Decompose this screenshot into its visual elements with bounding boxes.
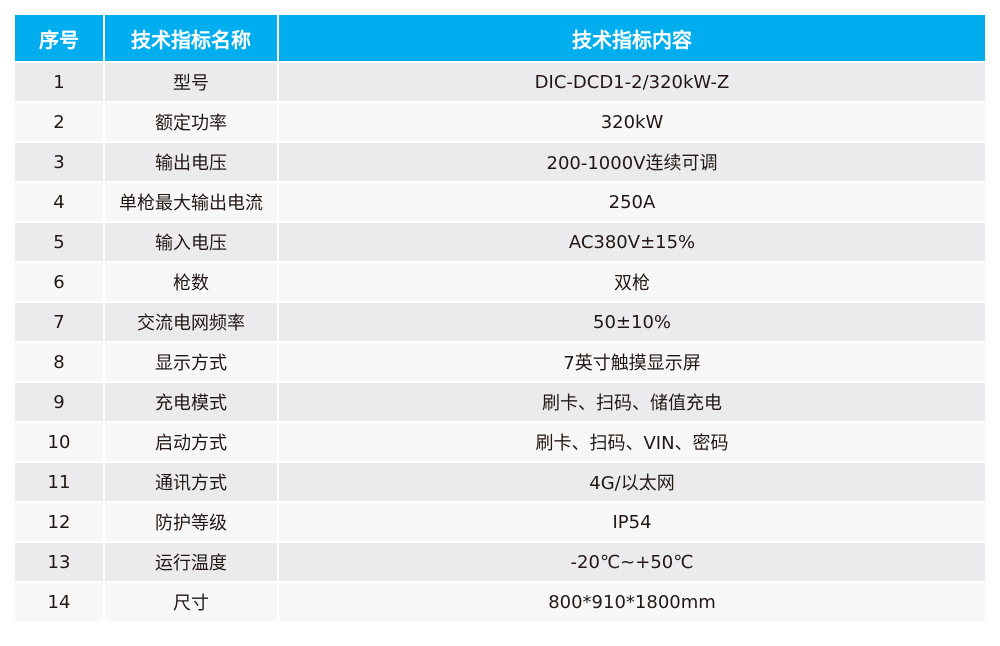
cell-name: 显示方式 [105,343,277,381]
cell-index: 7 [15,303,103,341]
cell-name: 防护等级 [105,503,277,541]
cell-index: 12 [15,503,103,541]
cell-value: 320kW [279,103,985,141]
cell-value: 4G/以太网 [279,463,985,501]
table-row: 11 通讯方式 4G/以太网 [15,463,985,501]
table-row: 14 尺寸 800*910*1800mm [15,583,985,621]
table-row: 6 枪数 双枪 [15,263,985,301]
cell-index: 13 [15,543,103,581]
table-row: 13 运行温度 -20℃~+50℃ [15,543,985,581]
cell-value: 刷卡、扫码、储值充电 [279,383,985,421]
cell-index: 9 [15,383,103,421]
cell-index: 2 [15,103,103,141]
cell-index: 4 [15,183,103,221]
cell-index: 8 [15,343,103,381]
cell-name: 交流电网频率 [105,303,277,341]
table-row: 1 型号 DIC-DCD1-2/320kW-Z [15,63,985,101]
cell-name: 启动方式 [105,423,277,461]
cell-index: 3 [15,143,103,181]
header-value: 技术指标内容 [279,15,985,61]
cell-name: 通讯方式 [105,463,277,501]
header-name: 技术指标名称 [105,15,277,61]
cell-value: AC380V±15% [279,223,985,261]
table-row: 12 防护等级 IP54 [15,503,985,541]
cell-name: 额定功率 [105,103,277,141]
table-row: 10 启动方式 刷卡、扫码、VIN、密码 [15,423,985,461]
table-row: 4 单枪最大输出电流 250A [15,183,985,221]
table-row: 2 额定功率 320kW [15,103,985,141]
cell-value: 50±10% [279,303,985,341]
cell-value: IP54 [279,503,985,541]
cell-index: 11 [15,463,103,501]
cell-value: 800*910*1800mm [279,583,985,621]
cell-index: 10 [15,423,103,461]
cell-index: 6 [15,263,103,301]
header-index: 序号 [15,15,103,61]
table-header-row: 序号 技术指标名称 技术指标内容 [15,15,985,61]
table-row: 3 输出电压 200-1000V连续可调 [15,143,985,181]
table-row: 8 显示方式 7英寸触摸显示屏 [15,343,985,381]
cell-index: 1 [15,63,103,101]
cell-value: 7英寸触摸显示屏 [279,343,985,381]
cell-name: 尺寸 [105,583,277,621]
cell-value: 250A [279,183,985,221]
table-row: 5 输入电压 AC380V±15% [15,223,985,261]
table-row: 9 充电模式 刷卡、扫码、储值充电 [15,383,985,421]
cell-value: 刷卡、扫码、VIN、密码 [279,423,985,461]
cell-index: 14 [15,583,103,621]
table-body: 1 型号 DIC-DCD1-2/320kW-Z 2 额定功率 320kW 3 输出电压 200-… [15,63,985,621]
cell-value: 双枪 [279,263,985,301]
cell-name: 输入电压 [105,223,277,261]
table-row: 7 交流电网频率 50±10% [15,303,985,341]
cell-value: -20℃~+50℃ [279,543,985,581]
cell-name: 充电模式 [105,383,277,421]
cell-index: 5 [15,223,103,261]
spec-table: 序号 技术指标名称 技术指标内容 1 型号 DIC-DCD1-2/320kW-Z 2 额… [13,13,987,623]
cell-value: 200-1000V连续可调 [279,143,985,181]
cell-name: 型号 [105,63,277,101]
cell-name: 枪数 [105,263,277,301]
cell-name: 单枪最大输出电流 [105,183,277,221]
cell-name: 输出电压 [105,143,277,181]
cell-value: DIC-DCD1-2/320kW-Z [279,63,985,101]
cell-name: 运行温度 [105,543,277,581]
